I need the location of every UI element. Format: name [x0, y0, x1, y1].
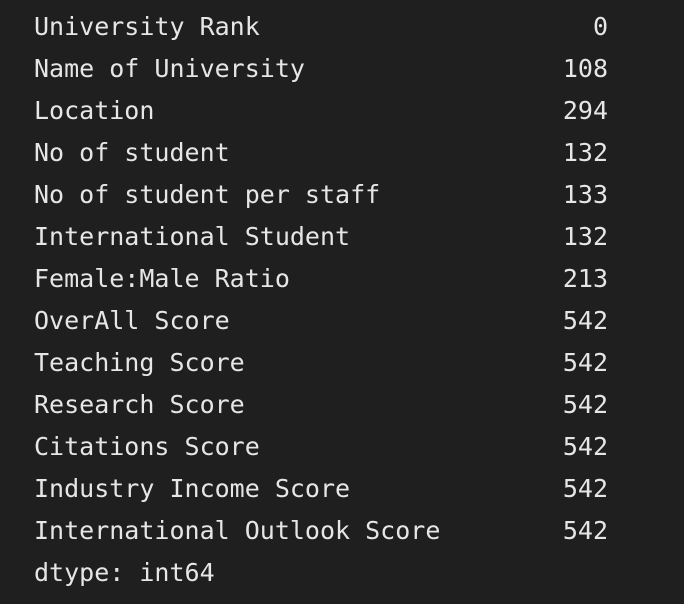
row-value: 0: [592, 12, 608, 41]
row-label: No of student per staff: [34, 180, 381, 209]
row-value: 108: [562, 54, 608, 83]
series-row: Citations Score 542: [34, 426, 614, 468]
row-value: 213: [562, 264, 608, 293]
cell-output: University Rank 0 Name of University 108…: [34, 6, 614, 594]
row-value: 542: [562, 432, 608, 461]
series-row: Location 294: [34, 90, 614, 132]
row-label: Industry Income Score: [34, 474, 351, 503]
series-row: University Rank 0: [34, 6, 614, 48]
series-row: OverAll Score 542: [34, 300, 614, 342]
row-label: Research Score: [34, 390, 245, 419]
row-label: University Rank: [34, 12, 260, 41]
row-label: No of student: [34, 138, 230, 167]
series-row: International Student 132: [34, 216, 614, 258]
row-label: Female:Male Ratio: [34, 264, 290, 293]
row-value: 542: [562, 474, 608, 503]
series-row: Female:Male Ratio 213: [34, 258, 614, 300]
series-row: No of student 132: [34, 132, 614, 174]
row-label: Location: [34, 96, 155, 125]
row-label: Teaching Score: [34, 348, 245, 377]
row-label: Name of University: [34, 54, 305, 83]
row-value: 133: [562, 180, 608, 209]
series-row: Teaching Score 542: [34, 342, 614, 384]
series-row: International Outlook Score 542: [34, 510, 614, 552]
row-value: 132: [562, 138, 608, 167]
series-row: Name of University 108: [34, 48, 614, 90]
row-value: 542: [562, 348, 608, 377]
row-value: 542: [562, 516, 608, 545]
row-label: International Student: [34, 222, 351, 251]
row-label: OverAll Score: [34, 306, 230, 335]
row-label: International Outlook Score: [34, 516, 441, 545]
row-value: 132: [562, 222, 608, 251]
series-row: No of student per staff 133: [34, 174, 614, 216]
row-value: 294: [562, 96, 608, 125]
series-row: Industry Income Score 542: [34, 468, 614, 510]
series-row: Research Score 542: [34, 384, 614, 426]
row-value: 542: [562, 390, 608, 419]
dtype-line: dtype: int64: [34, 558, 215, 587]
row-value: 542: [562, 306, 608, 335]
row-label: Citations Score: [34, 432, 260, 461]
